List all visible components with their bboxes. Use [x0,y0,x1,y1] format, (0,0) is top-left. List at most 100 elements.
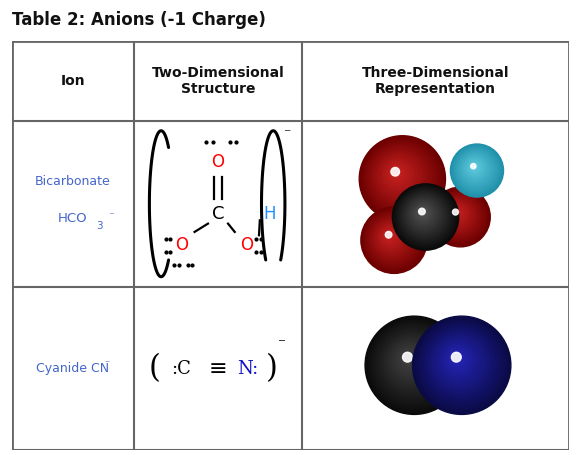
Circle shape [364,210,424,269]
Circle shape [395,345,425,375]
Circle shape [442,344,475,377]
Circle shape [388,234,390,237]
Circle shape [365,211,422,268]
Circle shape [455,212,457,214]
Circle shape [471,164,476,170]
Circle shape [463,156,487,181]
Circle shape [443,345,473,375]
Circle shape [376,327,449,399]
Circle shape [373,219,411,257]
Text: 3: 3 [96,221,103,231]
Circle shape [403,352,413,362]
Circle shape [471,163,476,169]
Circle shape [413,316,511,415]
Circle shape [420,323,502,405]
Circle shape [401,192,448,239]
Circle shape [363,139,440,217]
Circle shape [396,187,455,246]
Circle shape [456,149,497,190]
Circle shape [379,155,419,196]
Circle shape [370,217,414,261]
Circle shape [421,211,424,213]
Text: ⁻: ⁻ [108,211,114,221]
Circle shape [367,212,419,266]
Circle shape [375,326,450,401]
Circle shape [433,336,486,388]
Circle shape [372,149,427,204]
Circle shape [359,136,446,222]
Text: (: ( [149,353,160,384]
Circle shape [468,161,482,175]
Circle shape [382,159,414,191]
Circle shape [361,138,442,219]
Circle shape [434,191,486,242]
Circle shape [446,348,469,371]
Circle shape [370,147,431,207]
Circle shape [418,208,427,217]
Circle shape [392,184,459,250]
Circle shape [403,194,446,236]
Circle shape [466,159,483,177]
Circle shape [404,354,414,364]
Circle shape [413,202,435,225]
Circle shape [408,199,439,230]
Circle shape [418,208,425,215]
Circle shape [461,154,490,184]
Circle shape [383,160,413,189]
Circle shape [451,208,462,218]
Text: ⁻: ⁻ [278,337,286,351]
Circle shape [453,209,458,215]
Circle shape [436,193,482,239]
Circle shape [385,231,396,242]
Text: O: O [211,153,224,171]
Text: O: O [240,236,253,254]
Circle shape [445,202,471,228]
Text: H: H [264,205,276,222]
Circle shape [385,162,411,187]
Text: ⁻: ⁻ [283,127,290,141]
Circle shape [361,207,427,273]
Circle shape [445,347,471,373]
Circle shape [415,206,431,221]
Circle shape [431,333,489,392]
Circle shape [468,162,480,174]
Circle shape [417,320,505,409]
Circle shape [394,186,456,248]
Circle shape [406,196,443,233]
Circle shape [470,163,479,172]
Circle shape [386,337,436,386]
Circle shape [388,164,407,184]
Circle shape [439,341,478,380]
Circle shape [392,169,401,177]
Circle shape [367,213,418,264]
Circle shape [450,207,464,221]
Circle shape [436,339,482,384]
Circle shape [439,196,479,235]
Circle shape [368,319,460,411]
Circle shape [414,204,432,222]
Circle shape [386,162,409,186]
Circle shape [450,351,466,367]
Circle shape [379,226,402,248]
Circle shape [442,198,475,232]
Circle shape [386,233,393,239]
Circle shape [397,347,423,373]
Circle shape [401,351,417,367]
Text: Two-Dimensional
Structure: Two-Dimensional Structure [152,66,284,96]
Text: ⁻: ⁻ [104,359,109,369]
Circle shape [440,343,476,379]
Circle shape [440,197,478,234]
Circle shape [380,157,417,194]
Circle shape [438,195,480,237]
Text: N:: N: [238,359,259,378]
Circle shape [455,148,497,191]
Circle shape [383,230,397,243]
Circle shape [432,334,487,390]
Circle shape [404,195,444,235]
Circle shape [392,343,428,379]
Circle shape [417,207,428,218]
Circle shape [382,333,441,392]
Circle shape [458,152,494,187]
Circle shape [441,197,476,233]
Circle shape [394,344,426,377]
